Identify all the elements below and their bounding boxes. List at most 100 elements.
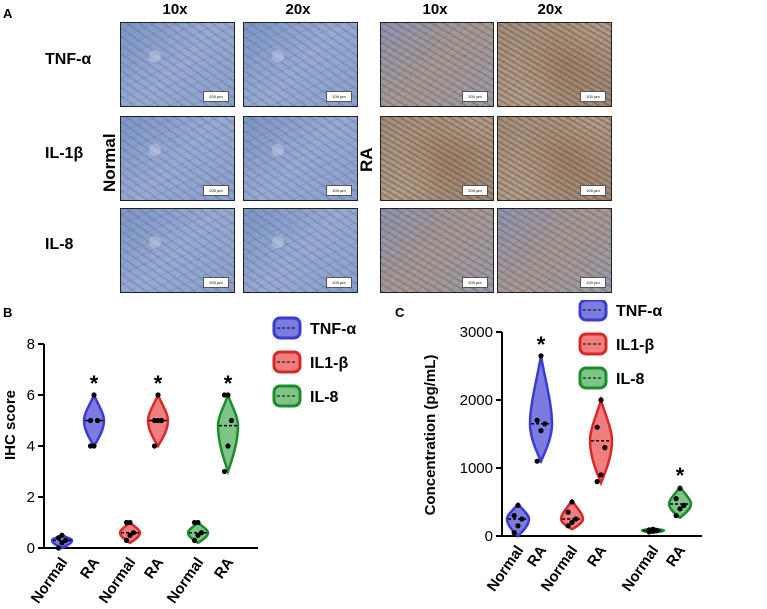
micrograph-ra-il1b-20x: 100 µm — [497, 116, 612, 201]
panel-b-letter: B — [3, 305, 13, 320]
legend-label: TNF-α — [616, 303, 662, 320]
y-tick-label: 6 — [27, 387, 35, 404]
data-point — [228, 417, 235, 424]
x-tick-label: RA — [141, 554, 167, 582]
y-tick-label: 4 — [27, 438, 35, 455]
x-tick-label: RA — [584, 542, 610, 570]
significance-marker: * — [224, 371, 233, 396]
data-point — [673, 513, 679, 519]
micrograph-normal-il8-10x: 200 µm — [120, 208, 235, 293]
data-point — [538, 353, 544, 359]
y-tick-label: 8 — [27, 336, 35, 353]
legend-label: IL-8 — [310, 389, 339, 406]
data-point — [681, 502, 687, 508]
data-point — [225, 392, 231, 398]
scale-bar: 200 µm — [203, 277, 229, 288]
micrograph-normal-tnf-10x: 200 µm — [120, 22, 235, 107]
scale-bar: 100 µm — [326, 277, 352, 288]
data-point — [198, 530, 205, 536]
scale-bar: 200 µm — [462, 185, 488, 196]
data-point — [62, 537, 69, 543]
data-point — [594, 479, 600, 485]
data-point — [519, 516, 525, 522]
data-point — [225, 443, 231, 449]
micrograph-ra-il1b-10x: 200 µm — [380, 116, 494, 201]
significance-marker: * — [676, 463, 685, 488]
y-tick-label: 2 — [27, 489, 35, 506]
significance-marker: * — [537, 332, 546, 357]
data-point — [91, 392, 97, 398]
row-label-il1b: IL-1β — [45, 145, 84, 162]
row-label-il8: IL-8 — [45, 236, 74, 253]
data-point — [573, 516, 579, 522]
data-point — [94, 417, 101, 424]
micrograph-ra-il8-20x: 100 µm — [497, 208, 612, 293]
y-axis-label: Concentration (pg/mL) — [422, 355, 439, 516]
y-tick-label: 2000 — [460, 392, 493, 409]
mag-ra-10x: 10x — [422, 1, 448, 18]
panel-c-letter: C — [395, 305, 405, 320]
mag-normal-10x: 10x — [162, 1, 188, 18]
data-point — [646, 527, 652, 533]
data-point — [511, 530, 517, 536]
micrograph-ra-il8-10x: 200 µm — [380, 208, 494, 293]
scale-bar: 100 µm — [326, 91, 352, 102]
legend-label: IL1-β — [616, 337, 654, 354]
x-tick-label: RA — [211, 554, 237, 582]
data-point — [59, 532, 65, 538]
y-tick-label: 1000 — [460, 460, 493, 477]
data-point — [542, 421, 548, 427]
violin-IL-8-ra — [216, 390, 240, 476]
violin-IL-8-ra — [667, 484, 693, 520]
data-point — [221, 468, 228, 475]
micrograph-normal-il1b-10x: 200 µm — [120, 116, 235, 201]
data-point — [158, 417, 165, 424]
violin-IL1-β-normal — [559, 498, 585, 531]
data-point — [155, 392, 161, 398]
data-point — [594, 424, 600, 430]
data-point — [677, 506, 683, 512]
data-point — [130, 530, 137, 536]
x-tick-label: Normal — [164, 555, 208, 607]
scale-bar: 100 µm — [580, 277, 606, 288]
y-tick-label: 3000 — [460, 324, 493, 341]
data-point — [151, 417, 158, 424]
legend-label: IL-8 — [616, 371, 645, 388]
significance-marker: * — [90, 371, 99, 396]
panel-a-letter: A — [3, 6, 13, 21]
data-point — [123, 537, 130, 543]
micrograph-normal-il1b-20x: 100 µm — [243, 116, 358, 201]
scale-bar: 100 µm — [580, 91, 606, 102]
data-point — [565, 523, 571, 529]
violin-TNF-α-normal — [505, 501, 531, 538]
scale-bar: 200 µm — [203, 185, 229, 196]
data-point — [151, 443, 158, 449]
data-point — [195, 519, 201, 526]
x-tick-label: RA — [77, 554, 103, 582]
scale-bar: 100 µm — [580, 185, 606, 196]
data-point — [569, 499, 575, 505]
micrograph-normal-tnf-20x: 100 µm — [243, 22, 358, 107]
x-tick-label: Normal — [28, 555, 72, 607]
data-point — [569, 519, 575, 525]
y-tick-label: 0 — [27, 540, 35, 557]
x-tick-label: Normal — [96, 555, 140, 607]
y-tick-label: 0 — [485, 528, 493, 545]
data-point — [127, 519, 133, 526]
data-point — [602, 445, 608, 451]
x-tick-label: RA — [663, 542, 689, 570]
group-label-normal: Normal — [100, 133, 119, 192]
x-tick-label: Normal — [619, 543, 663, 595]
row-label-tnf: TNF-α — [45, 51, 92, 68]
scale-bar: 100 µm — [326, 185, 352, 196]
data-point — [515, 502, 521, 508]
mag-normal-20x: 20x — [285, 1, 311, 18]
data-point — [515, 523, 521, 529]
x-tick-label: RA — [524, 542, 550, 570]
scale-bar: 200 µm — [462, 91, 488, 102]
x-tick-label: Normal — [484, 543, 528, 595]
data-point — [534, 458, 540, 464]
data-point — [55, 545, 62, 551]
micrograph-normal-il8-20x: 100 µm — [243, 208, 358, 293]
data-point — [673, 496, 679, 502]
